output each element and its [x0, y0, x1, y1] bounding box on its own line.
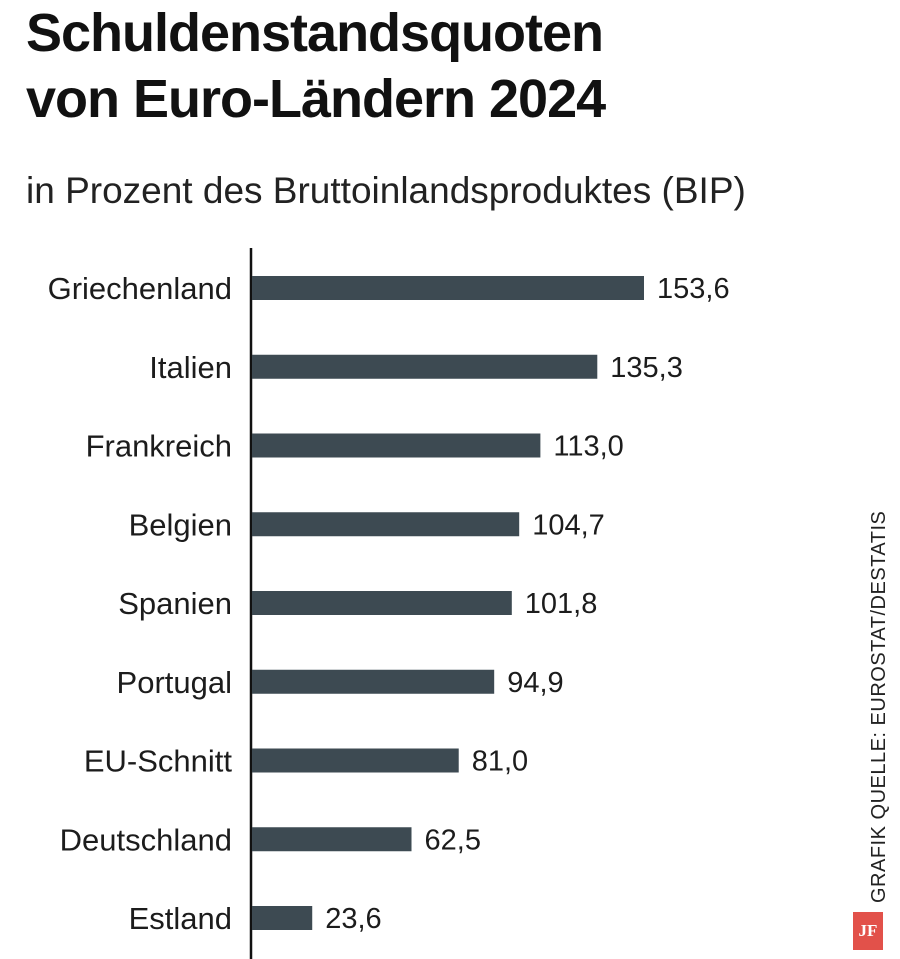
- category-label-griechenland: Griechenland: [48, 271, 232, 306]
- chart-subtitle: in Prozent des Bruttoinlandsproduktes (B…: [26, 170, 746, 211]
- bar-group: Griechenland 153,6 Italien 135,3 Frankreich 1…: [48, 271, 730, 936]
- value-label-deutschland: 62,5: [425, 824, 481, 856]
- category-label-deutschland: Deutschland: [60, 822, 232, 857]
- category-label-eu-schnitt: EU-Schnitt: [84, 744, 233, 779]
- bar-deutschland: [252, 827, 412, 852]
- chart-title: Schuldenstandsquoten von Euro-Ländern 20…: [26, 0, 606, 132]
- bar-belgien: [252, 512, 520, 537]
- source-credit: GRAFIK QUELLE: EUROSTAT/DESTATIS: [868, 510, 890, 903]
- category-label-estland: Estland: [129, 901, 232, 936]
- title-line-2: von Euro-Ländern 2024: [26, 69, 606, 129]
- bar-portugal: [252, 669, 495, 694]
- value-label-belgien: 104,7: [532, 509, 605, 541]
- value-label-portugal: 94,9: [507, 667, 563, 699]
- category-label-frankreich: Frankreich: [86, 429, 232, 464]
- value-label-frankreich: 113,0: [553, 431, 623, 463]
- bar-spanien: [252, 591, 512, 615]
- bar-italien: [252, 354, 598, 379]
- value-label-griechenland: 153,6: [657, 273, 730, 305]
- bar-frankreich: [252, 433, 541, 458]
- value-label-italien: 135,3: [610, 352, 683, 384]
- category-label-portugal: Portugal: [117, 665, 232, 700]
- value-label-spanien: 101,8: [525, 588, 598, 620]
- publisher-logo: JF: [853, 912, 883, 950]
- bar-eu-schnitt: [252, 748, 459, 773]
- title-line-1: Schuldenstandsquoten: [26, 3, 604, 63]
- category-label-italien: Italien: [149, 350, 232, 385]
- value-label-estland: 23,6: [325, 903, 381, 935]
- bar-griechenland: [252, 276, 644, 300]
- value-label-eu-schnitt: 81,0: [472, 746, 528, 778]
- category-label-spanien: Spanien: [118, 586, 232, 621]
- bar-estland: [252, 906, 313, 930]
- category-label-belgien: Belgien: [129, 507, 232, 542]
